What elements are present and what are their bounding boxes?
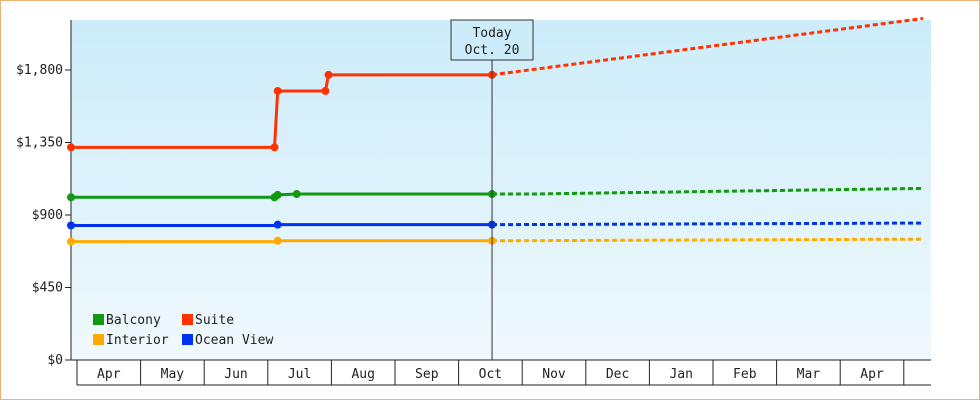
data-point — [292, 190, 301, 199]
today-date: Oct. 20 — [465, 43, 520, 58]
forecast-line — [491, 16, 924, 77]
x-tick-label: Jan — [669, 367, 692, 382]
legend-label: Ocean View — [195, 333, 273, 348]
legend-swatch — [93, 314, 104, 325]
y-tick-label: $450 — [32, 281, 63, 296]
x-tick-label: Apr — [860, 367, 884, 382]
series-interior — [67, 236, 924, 246]
legend-label: Suite — [195, 313, 234, 328]
legend: Balcony Suite Interior Ocean View — [93, 313, 273, 348]
data-point — [270, 143, 279, 152]
data-point — [67, 237, 75, 246]
data-point — [273, 190, 282, 199]
legend-label: Balcony — [106, 313, 161, 328]
x-tick-label: Dec — [606, 367, 629, 382]
y-tick-label: $0 — [47, 353, 63, 368]
data-point — [273, 86, 282, 95]
data-point — [324, 70, 333, 79]
series-line — [71, 73, 493, 149]
x-tick-label: Feb — [733, 367, 757, 382]
x-tick-label: Nov — [542, 367, 566, 382]
series-balcony — [67, 186, 924, 202]
x-axis: Apr May Jun Jul Aug Sep Oct Nov Dec Jan Feb Mar Apr — [71, 359, 931, 386]
data-point — [273, 220, 282, 229]
x-tick-label: May — [161, 367, 185, 382]
legend-swatch — [93, 334, 104, 345]
x-tick-label: Jun — [224, 367, 247, 382]
y-tick-label: $1,350 — [16, 136, 63, 151]
x-tick-label: Jul — [288, 367, 311, 382]
series-ocean-view — [67, 220, 924, 230]
data-point — [67, 143, 75, 152]
y-axis: $0 $450 $900 $1,350 $1,800 — [16, 20, 72, 368]
data-point — [67, 193, 75, 202]
series-suite — [67, 16, 924, 152]
legend-swatch — [182, 334, 193, 345]
forecast-line — [492, 186, 924, 196]
data-point — [273, 236, 282, 245]
y-tick-label: $900 — [32, 208, 63, 223]
x-tick-label: Oct — [479, 367, 502, 382]
legend-swatch — [182, 314, 193, 325]
series-lines — [67, 16, 924, 246]
today-label: Today — [472, 26, 511, 41]
today-marker: Today Oct. 20 — [450, 19, 534, 360]
today-box — [450, 19, 534, 61]
x-tick-label: Sep — [415, 367, 439, 382]
data-point — [67, 221, 75, 230]
x-tick-label: Mar — [797, 367, 821, 382]
y-tick-label: $1,800 — [16, 63, 63, 78]
x-tick-label: Apr — [97, 367, 121, 382]
legend-label: Interior — [106, 333, 169, 348]
plot-area — [71, 20, 931, 360]
x-tick-label: Aug — [351, 367, 374, 382]
data-point — [321, 86, 330, 95]
